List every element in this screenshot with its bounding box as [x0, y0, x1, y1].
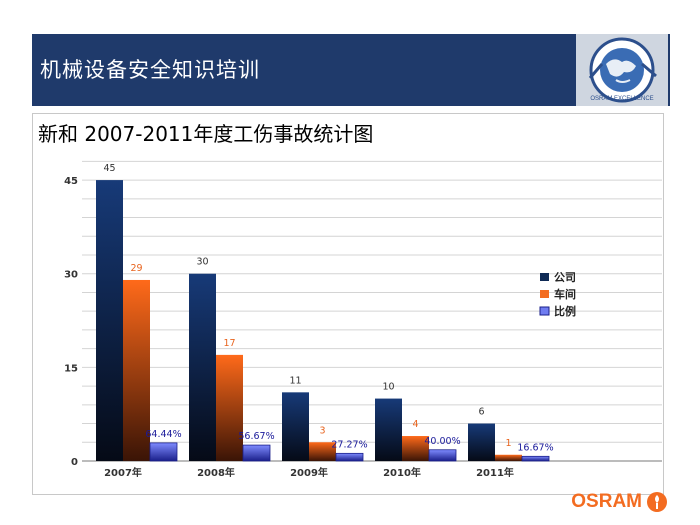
bar-ratio [428, 449, 457, 462]
bar-company [96, 180, 123, 461]
y-tick-label: 0 [71, 457, 78, 468]
badge-text: OSRAM EXCELLENCE [590, 96, 653, 102]
osram-bulb-icon [647, 492, 667, 512]
bar-workshop [402, 436, 429, 461]
data-label-ratio: 56.67% [238, 431, 274, 442]
data-label-company: 45 [103, 163, 115, 174]
bar-workshop [309, 442, 336, 461]
x-tick-label: 2010年 [383, 466, 421, 479]
x-tick-label: 2009年 [290, 466, 328, 479]
data-label-company: 30 [196, 257, 208, 268]
legend-label: 车间 [554, 287, 576, 301]
data-label-ratio: 64.44% [145, 429, 181, 440]
bar-ratio [335, 452, 364, 462]
data-label-ratio: 40.00% [424, 436, 460, 447]
bar-ratio [242, 444, 271, 462]
bar-company [468, 423, 495, 461]
osram-brand-text: OSRAM [571, 491, 642, 512]
legend-label: 公司 [554, 271, 576, 284]
slide-header: 机械设备安全知识培训 OSRAM EXCELLENCE [32, 34, 670, 106]
bar-company [189, 273, 216, 461]
bar-ratio [521, 455, 550, 462]
data-label-ratio: 16.67% [517, 442, 553, 453]
bar-workshop [123, 279, 150, 461]
bar-workshop [216, 354, 243, 461]
y-tick-label: 45 [64, 176, 78, 187]
legend-swatch [540, 290, 549, 298]
y-tick-label: 15 [64, 363, 78, 374]
data-label-workshop: 17 [223, 338, 235, 349]
legend-swatch [540, 273, 549, 281]
bar-workshop [495, 454, 522, 461]
data-label-workshop: 3 [319, 425, 325, 436]
legend-label: 比例 [554, 304, 576, 318]
bar-company [282, 392, 309, 461]
legend-swatch [539, 306, 550, 316]
slide-title: 机械设备安全知识培训 [40, 58, 260, 82]
x-tick-label: 2011年 [476, 466, 514, 479]
osram-excellence-logo: OSRAM EXCELLENCE [576, 34, 668, 106]
data-label-workshop: 1 [505, 438, 511, 449]
data-label-company: 6 [478, 407, 484, 418]
bar-company [375, 398, 402, 461]
x-tick-label: 2007年 [104, 466, 142, 479]
data-label-workshop: 4 [412, 419, 418, 430]
data-label-workshop: 29 [130, 263, 142, 274]
bar-ratio [149, 442, 178, 462]
y-tick-label: 30 [64, 270, 78, 281]
osram-footer-logo: OSRAM [571, 491, 668, 513]
chart-title: 新和 2007-2011年度工伤事故统计图 [38, 122, 374, 146]
data-label-company: 10 [382, 382, 394, 393]
data-label-company: 11 [289, 375, 301, 386]
data-label-ratio: 27.27% [331, 439, 367, 450]
x-tick-label: 2008年 [197, 466, 235, 479]
